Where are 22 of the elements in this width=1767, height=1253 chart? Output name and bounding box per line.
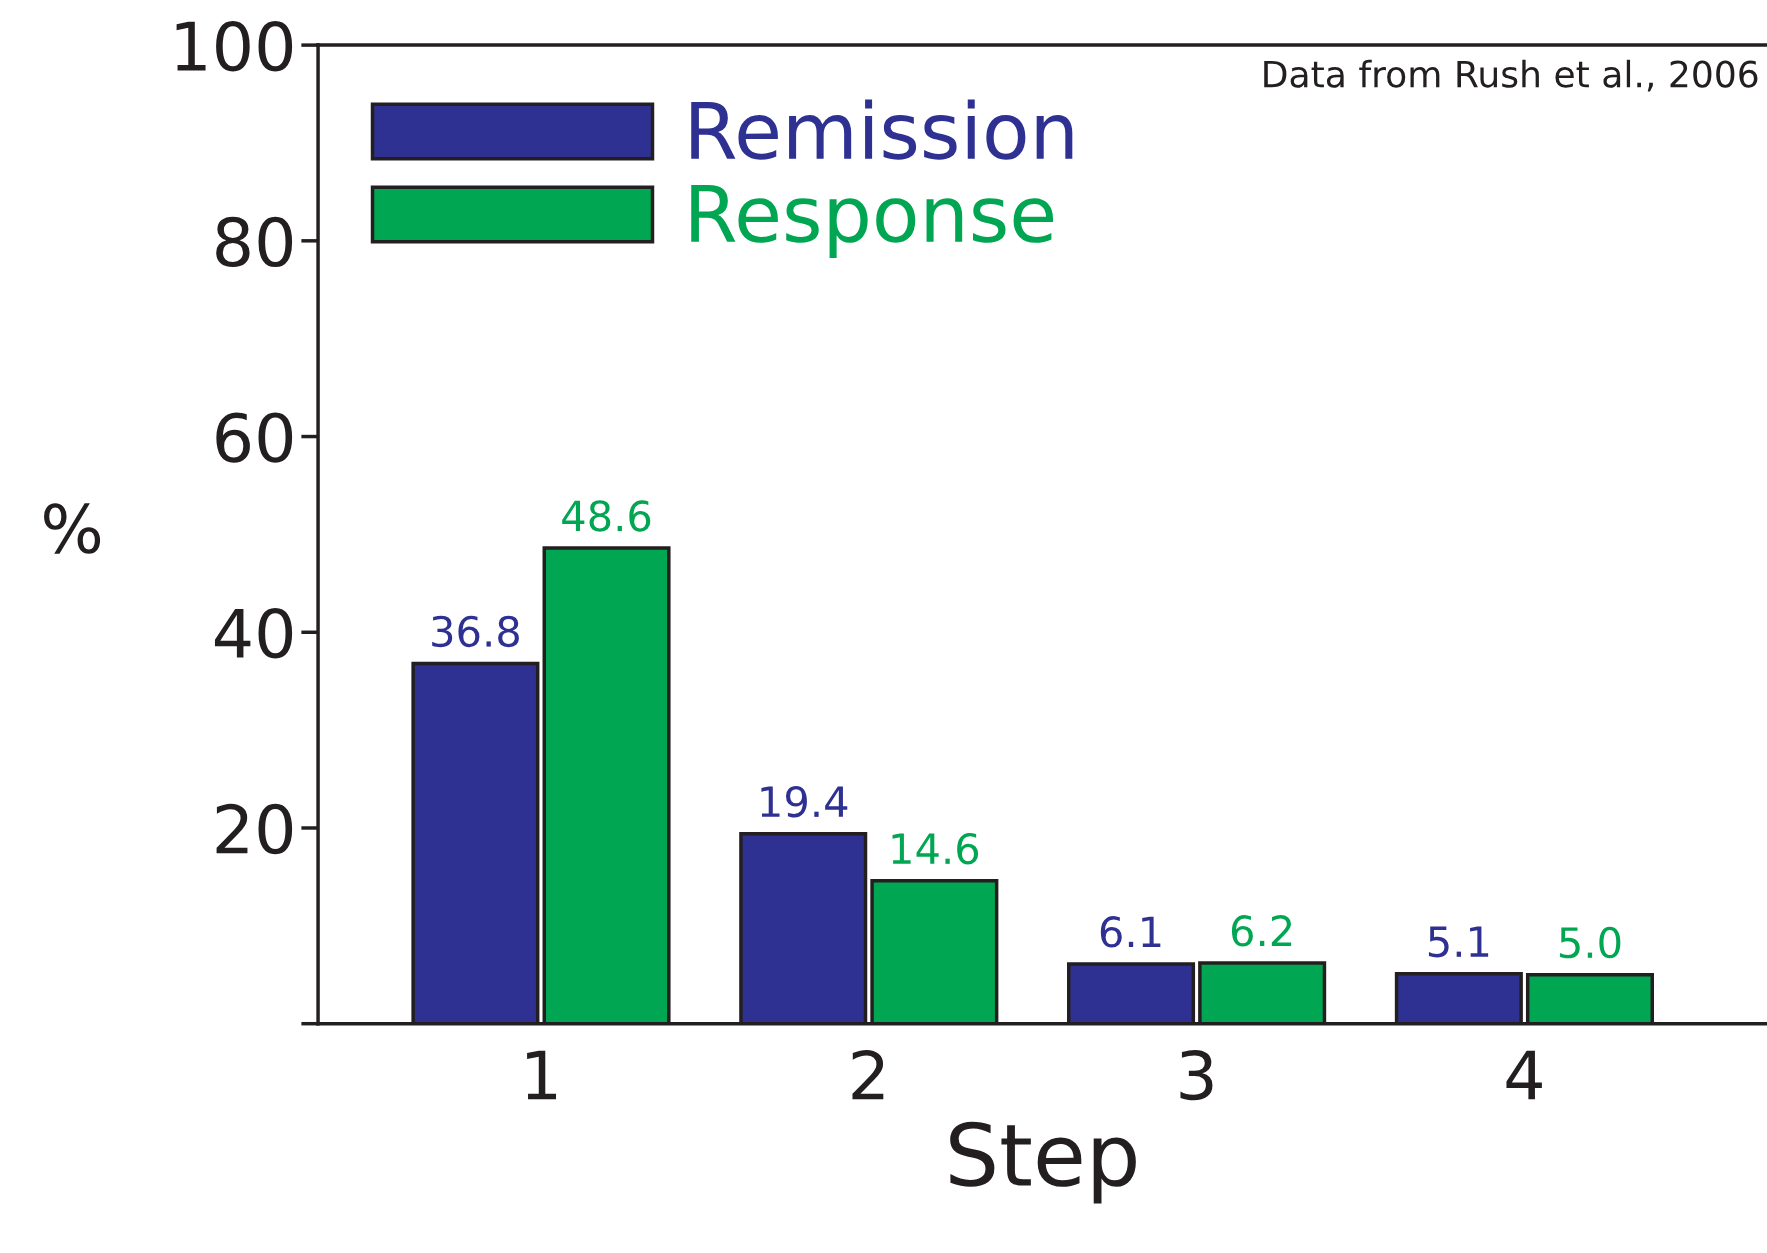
y-tick-label: 60 — [216, 412, 293, 463]
annotation: Data from Rush et al., 2006 — [1264, 59, 1758, 92]
legend-label: Remission — [691, 99, 1073, 160]
y-tick-label: 80 — [216, 216, 293, 268]
y-tick-label: 40 — [214, 608, 293, 659]
data-label: 36.8 — [432, 615, 519, 648]
x-axis-title: Step — [950, 1121, 1136, 1204]
data-label: 48.6 — [562, 500, 651, 532]
data-label: 5.1 — [1428, 926, 1489, 958]
x-tick-label: 2 — [852, 1049, 884, 1100]
y-axis-title: % — [44, 503, 101, 554]
x-tick-label: 1 — [527, 1050, 557, 1100]
data-label: 6.2 — [1231, 915, 1292, 947]
data-label: 5.0 — [1560, 926, 1621, 959]
x-tick-label: 3 — [1180, 1049, 1213, 1101]
y-tick-label: 100 — [176, 20, 293, 72]
data-label: 6.1 — [1100, 916, 1161, 948]
data-label: 14.6 — [892, 832, 979, 865]
x-tick-label: 4 — [1506, 1050, 1542, 1100]
y-tick-label: 20 — [216, 803, 293, 855]
legend-label: Response — [691, 185, 1054, 258]
data-label: 19.4 — [761, 785, 848, 818]
